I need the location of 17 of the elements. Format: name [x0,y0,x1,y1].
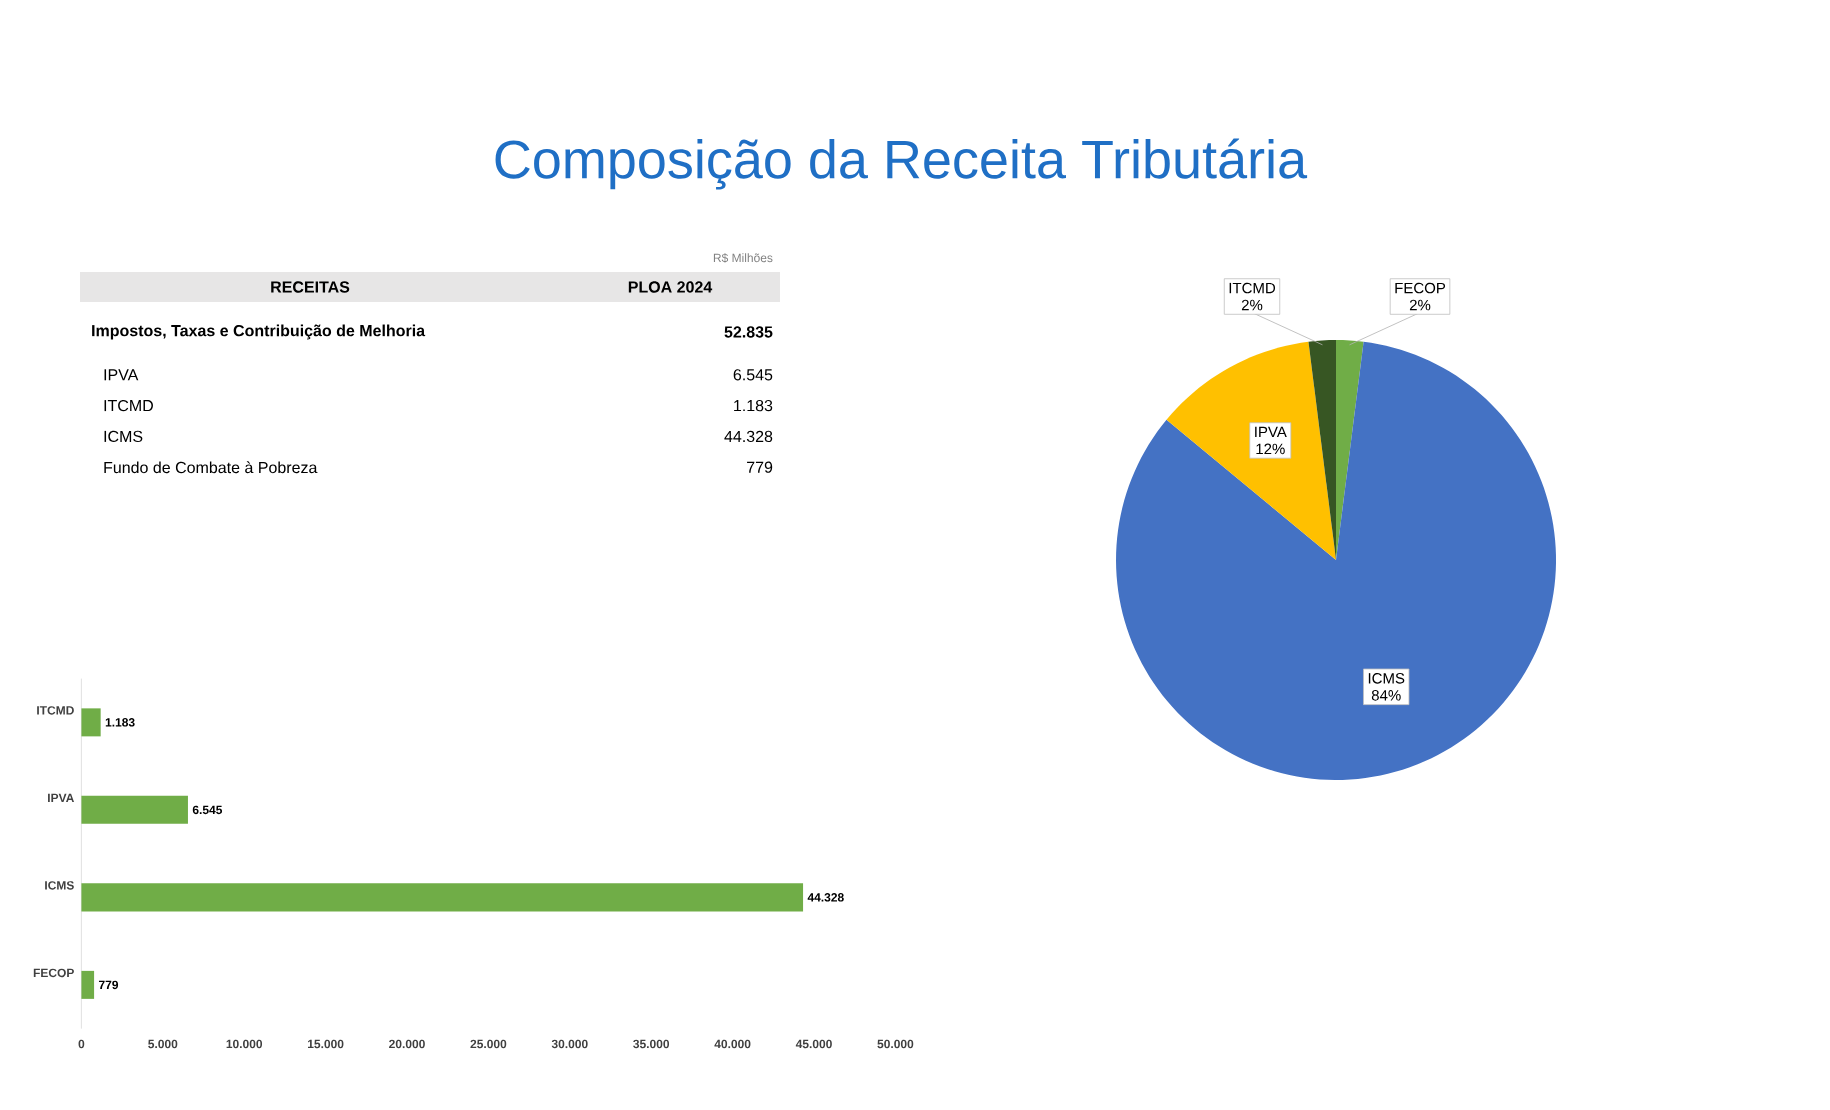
text: ITCMD [104,399,153,412]
text: IPVA [104,369,139,381]
text: ICMS [104,430,143,443]
text: 779 [747,461,773,473]
text: 52.835 [724,326,773,338]
bar [81,883,804,912]
text: 44.328 [724,430,773,443]
text: Fundo de Combate à Pobreza [104,461,318,474]
bar [81,970,95,999]
text: 1.183 [734,399,773,412]
text: Composição da Receita Tributária [495,138,1308,190]
bar [81,708,101,737]
text: Impostos, Taxas e Contribuição de Melhoria [92,324,426,340]
bar [81,795,188,824]
text: 6.545 [733,369,773,381]
text: RECEITAS [271,281,350,293]
text: PLOA 2024 [628,281,713,293]
